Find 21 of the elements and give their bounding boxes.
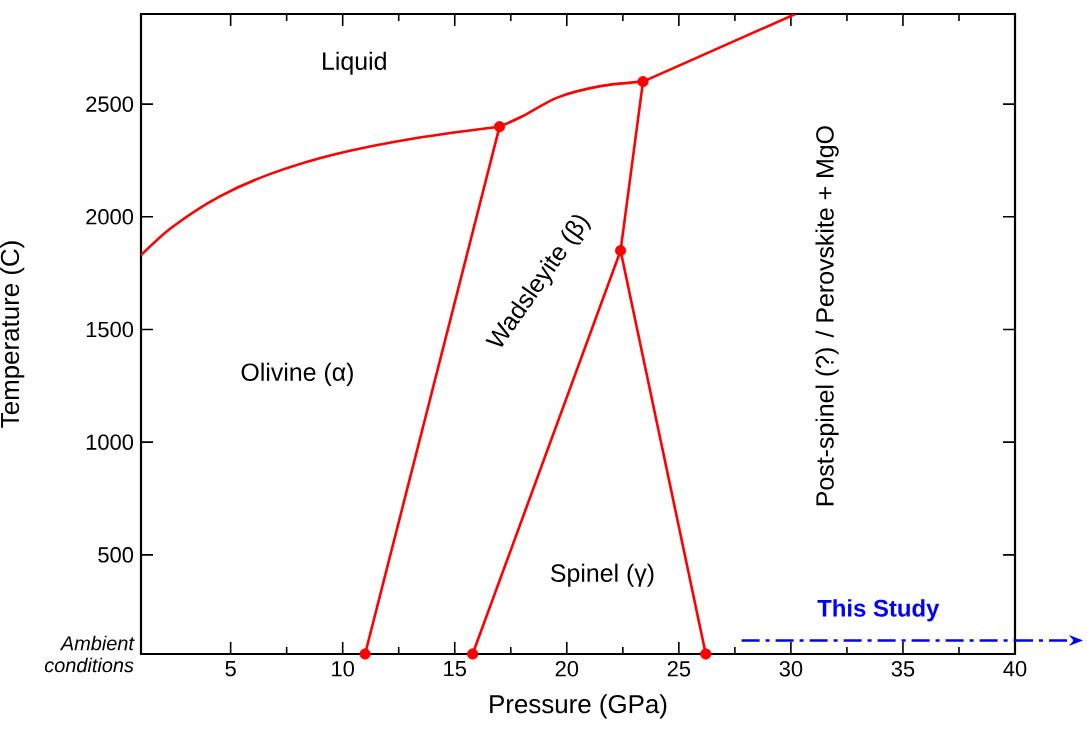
annotation: Olivine (α): [241, 362, 353, 386]
annotation: Liquid: [323, 51, 386, 75]
y-tick-label: 2500: [86, 96, 134, 112]
annotation: Post-spinel (?) / Perovskite + MgO: [815, 126, 839, 506]
x-axis-title: Pressure (GPa): [490, 694, 667, 719]
y-tick-label: 2000: [86, 209, 134, 225]
x-tick-label: 20: [555, 661, 579, 677]
x-tick-label: 10: [332, 661, 354, 677]
x-tick-label: 30: [779, 661, 803, 677]
y-tick-label: Ambient conditions: [44, 635, 135, 673]
series-label: This Study: [817, 599, 940, 622]
x-tick-label: 15: [444, 661, 466, 677]
y-tick-label: 500: [98, 547, 134, 563]
x-tick-label: 5: [225, 661, 236, 677]
y-axis-title: Temperature (C): [0, 241, 25, 428]
x-tick-label: 25: [667, 661, 691, 677]
y-tick-label: 1500: [86, 321, 134, 338]
annotation: Spinel (γ): [551, 563, 654, 587]
y-tick-label: 1000: [86, 434, 134, 450]
x-tick-label: 35: [891, 661, 915, 677]
x-tick-label: 40: [1003, 661, 1027, 677]
